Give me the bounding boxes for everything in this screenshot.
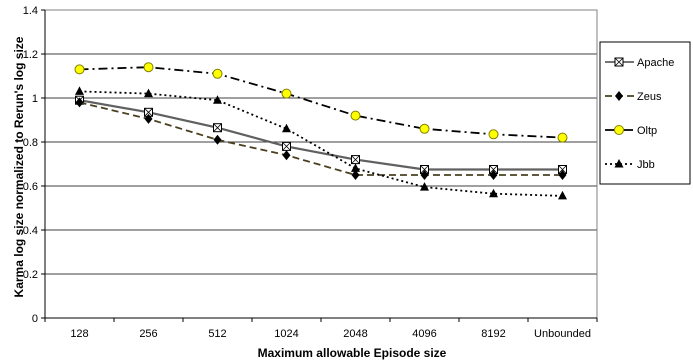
- data-point-jbb-1: [144, 88, 153, 98]
- data-point-zeus-3: [282, 150, 291, 161]
- data-point-oltp-2: [212, 68, 223, 79]
- legend-marker-jbb: [614, 159, 624, 168]
- data-point-zeus-7: [558, 170, 567, 180]
- data-point-zeus-6: [489, 170, 498, 180]
- x-tick-label-6: 8192: [481, 328, 505, 340]
- x-tick-label-4: 2048: [343, 328, 367, 340]
- y-axis-title: Karma log size normalized to Rerun's log…: [12, 36, 26, 297]
- legend-label-zeus: Zeus: [637, 91, 662, 103]
- legend-marker-apache: [614, 57, 624, 67]
- legend-marker-zeus: [615, 91, 623, 101]
- series-zeus: [75, 97, 567, 180]
- data-point-zeus-1: [144, 113, 153, 124]
- x-axis-ticks: 128 256 512 1024 2048 4096 8192 Unbounded: [44, 318, 598, 340]
- data-point-oltp-1: [143, 62, 154, 73]
- data-point-jbb-4: [351, 163, 360, 172]
- data-point-jbb-6: [489, 188, 498, 198]
- y-tick-label-2: 0.4: [23, 225, 38, 237]
- y-tick-label-1: 0.2: [23, 269, 38, 281]
- series-line-zeus: [79, 101, 563, 176]
- legend-item-zeus: Zeus: [605, 91, 662, 103]
- series-group: [74, 62, 568, 200]
- series-line-jbb: [79, 90, 563, 197]
- data-point-apache-3: [282, 141, 291, 151]
- series-jbb: [75, 86, 567, 200]
- data-point-oltp-5: [419, 123, 430, 134]
- y-tick-label-6: 1.2: [23, 49, 38, 61]
- data-point-oltp-3: [281, 88, 292, 99]
- x-tick-label-0: 128: [70, 328, 88, 340]
- plot-border: [44, 9, 598, 319]
- y-tick-label-3: 0.6: [23, 181, 38, 193]
- legend-item-apache: Apache: [605, 57, 674, 69]
- data-point-oltp-7: [557, 132, 568, 143]
- y-tick-label-4: 0.8: [23, 137, 38, 149]
- data-point-oltp-0: [74, 64, 85, 75]
- data-point-jbb-2: [213, 95, 222, 104]
- y-tick-label-5: 1: [32, 93, 38, 105]
- data-point-jbb-7: [558, 190, 567, 200]
- data-point-oltp-6: [488, 129, 499, 140]
- data-point-jbb-3: [282, 123, 291, 133]
- data-point-zeus-5: [420, 170, 429, 180]
- data-point-apache-4: [351, 155, 360, 165]
- x-tick-label-7: Unbounded: [534, 328, 591, 340]
- legend: Apache Zeus Oltp Jbb: [599, 41, 691, 185]
- data-point-jbb-0: [75, 86, 84, 95]
- x-tick-label-3: 1024: [274, 328, 298, 340]
- data-point-apache-1: [144, 107, 153, 117]
- data-point-apache-2: [213, 123, 222, 133]
- series-line-oltp: [79, 66, 563, 139]
- legend-item-oltp: Oltp: [605, 125, 657, 137]
- series-oltp: [74, 62, 568, 143]
- plot-area: [44, 9, 598, 319]
- legend-item-jbb: Jbb: [605, 159, 655, 171]
- y-axis-ticks: 0 0.2 0.4 0.6 0.8 1 1.2 1.4: [23, 5, 45, 325]
- legend-label-jbb: Jbb: [637, 159, 655, 171]
- data-point-oltp-4: [350, 110, 361, 121]
- data-point-zeus-0: [75, 97, 84, 108]
- x-tick-label-2: 512: [208, 328, 226, 340]
- grid-lines: [45, 9, 597, 319]
- x-tick-label-5: 4096: [412, 328, 436, 340]
- series-line-apache: [79, 99, 563, 171]
- x-axis-title: Maximum allowable Episode size: [258, 346, 447, 360]
- y-tick-label-7: 1.4: [23, 5, 38, 17]
- y-tick-label-0: 0: [32, 313, 38, 325]
- x-tick-label-1: 256: [139, 328, 157, 340]
- legend-marker-oltp: [614, 125, 624, 135]
- data-point-zeus-2: [213, 134, 222, 145]
- data-point-jbb-5: [420, 182, 429, 191]
- legend-label-oltp: Oltp: [637, 125, 657, 137]
- data-point-zeus-4: [351, 170, 360, 180]
- legend-label-apache: Apache: [637, 57, 674, 69]
